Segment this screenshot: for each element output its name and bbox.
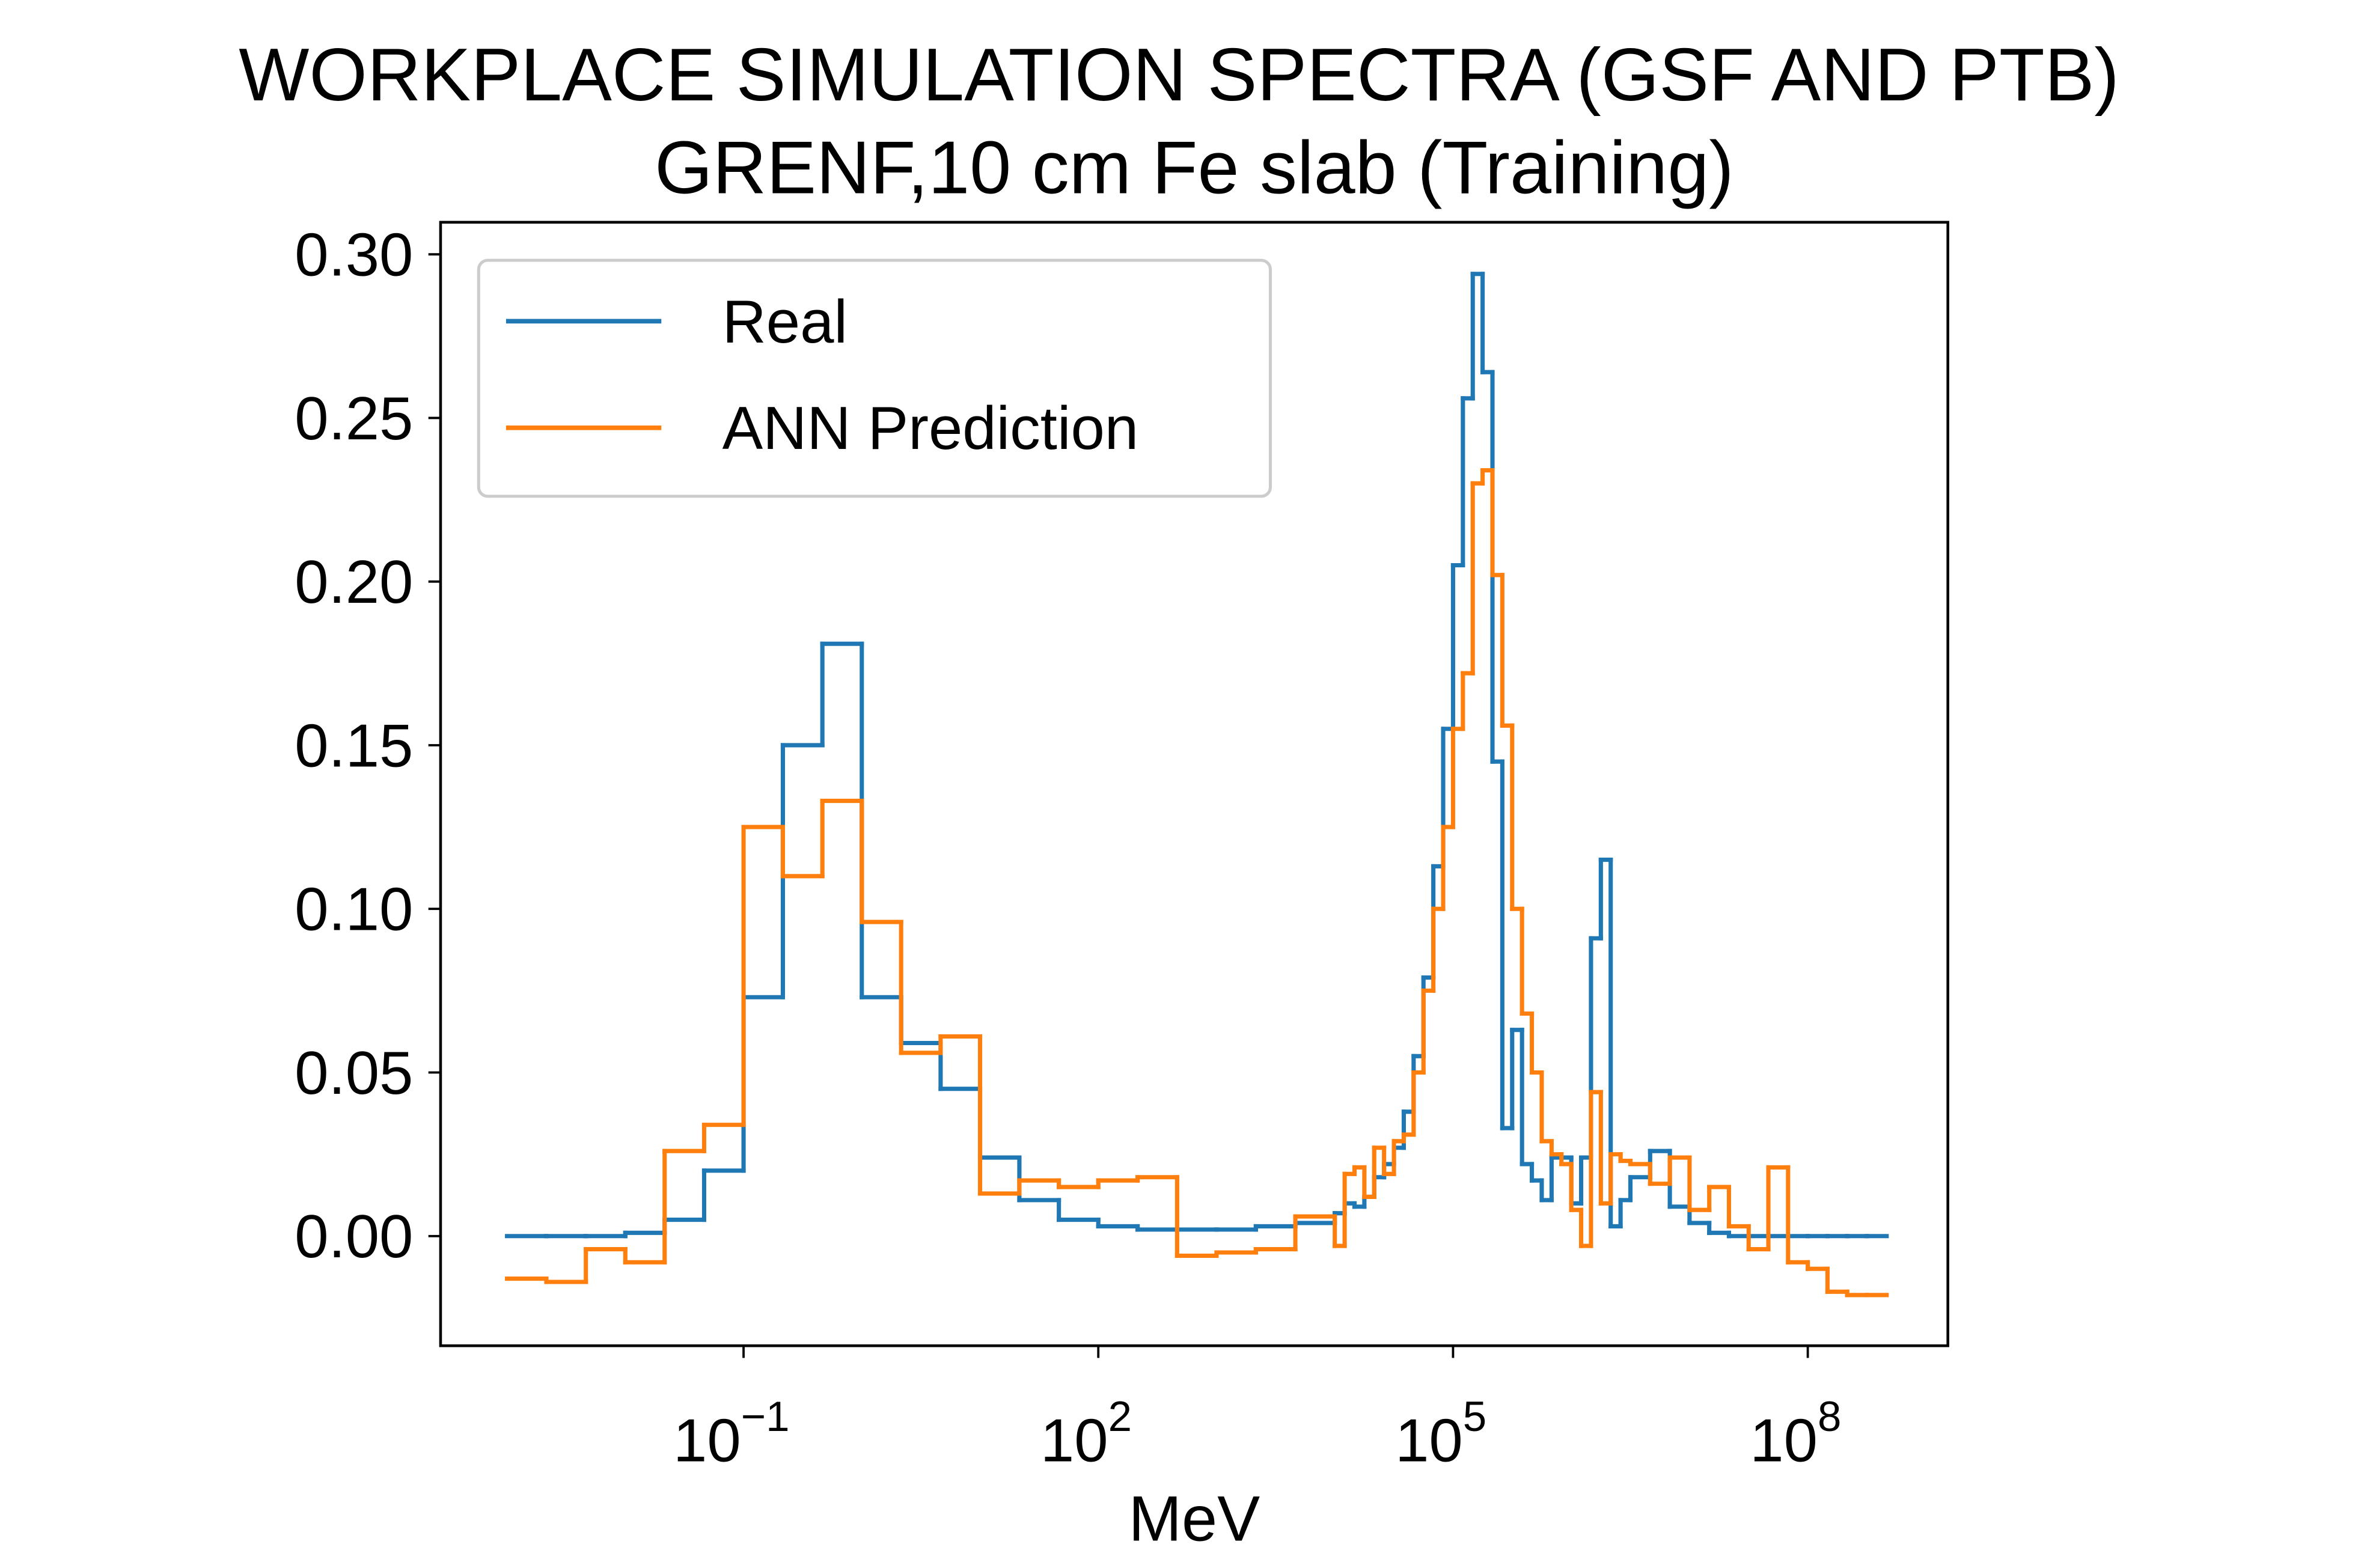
x-axis-label: MeV: [1128, 1483, 1260, 1554]
x-tick-base: 10: [1395, 1407, 1463, 1475]
legend-label: ANN Prediction: [722, 394, 1139, 462]
x-tick-exponent: −1: [741, 1393, 790, 1441]
x-tick-label: 10−1: [673, 1393, 790, 1475]
y-tick-label: 0.25: [295, 385, 413, 453]
legend-label: Real: [722, 288, 848, 356]
x-tick-base: 10: [1750, 1407, 1818, 1475]
x-tick-base: 10: [673, 1407, 741, 1475]
y-tick-label: 0.20: [295, 548, 413, 616]
x-tick-label: 105: [1395, 1393, 1486, 1475]
x-tick-exponent: 8: [1818, 1393, 1841, 1441]
y-tick-label: 0.15: [295, 712, 413, 779]
series: [505, 272, 1889, 1239]
y-tick-label: 0.05: [295, 1039, 413, 1107]
x-tick-label: 102: [1040, 1393, 1132, 1475]
x-tick-exponent: 2: [1108, 1393, 1132, 1441]
legend-box: [477, 258, 1272, 498]
series: [505, 468, 1889, 1298]
chart-subtitle: GRENF,10 cm Fe slab (Training): [655, 127, 1733, 210]
y-tick-label: 0.00: [295, 1203, 413, 1271]
x-tick-exponent: 5: [1463, 1393, 1486, 1441]
plot-frame: [439, 221, 1949, 1347]
chart-title: WORKPLACE SIMULATION SPECTRA (GSF AND PT…: [239, 34, 2119, 117]
y-tick-label: 0.10: [295, 876, 413, 944]
y-tick-label: 0.30: [295, 221, 413, 289]
x-tick-base: 10: [1040, 1407, 1108, 1475]
x-tick-label: 108: [1750, 1393, 1841, 1475]
